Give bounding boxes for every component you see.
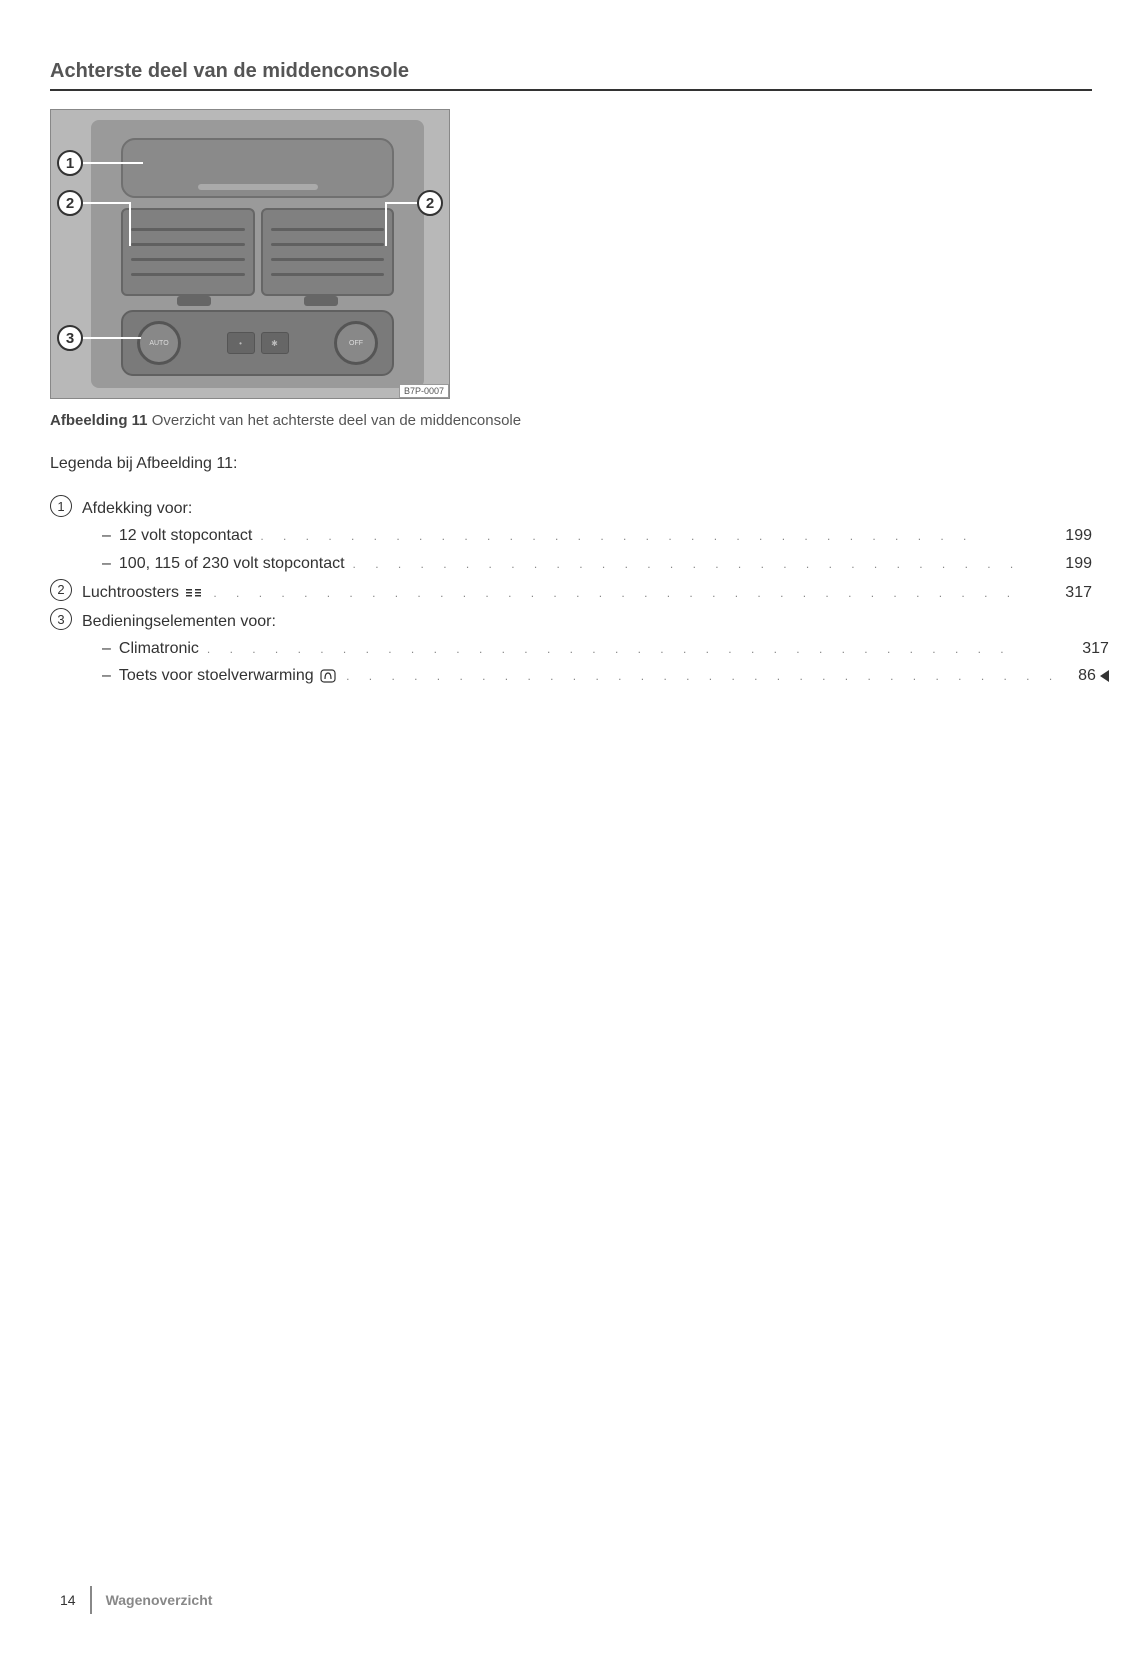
page-footer: 14 Wagenoverzicht bbox=[60, 1586, 212, 1614]
legend-item-1: 1 Afdekking voor: –12 volt stopcontact .… bbox=[50, 495, 1092, 577]
legend-number-3: 3 bbox=[50, 608, 72, 630]
callout-2-left-line-h bbox=[83, 202, 129, 204]
vent-slider-left bbox=[177, 296, 211, 306]
legend-item-2: 2 Luchtroosters . . . . . . . . . . . . … bbox=[50, 579, 1092, 606]
dial-right: OFF bbox=[334, 321, 378, 365]
legend-intro: Legenda bij Afbeelding 11: bbox=[50, 455, 1092, 473]
seat-heat-icon bbox=[320, 669, 336, 683]
legend-1-sub-0: 12 volt stopcontact bbox=[119, 527, 252, 544]
legend-3-sub-0-page: 317 bbox=[1082, 635, 1109, 662]
legend-2-page: 317 bbox=[1065, 579, 1092, 606]
legend-1-sub-1: 100, 115 of 230 volt stopcontact bbox=[119, 555, 345, 572]
callout-2-right-line-h bbox=[387, 202, 417, 204]
vent-left bbox=[121, 208, 255, 296]
legend-3-sub-1-page: 86 bbox=[1078, 667, 1096, 684]
legend-item-3: 3 Bedieningselementen voor: –Climatronic… bbox=[50, 608, 1092, 690]
callout-1: 1 bbox=[57, 150, 83, 176]
callout-2-right: 2 bbox=[417, 190, 443, 216]
vents-icon bbox=[185, 587, 203, 599]
footer-page-number: 14 bbox=[60, 1592, 76, 1608]
legend-2-heading: Luchtroosters bbox=[82, 584, 179, 601]
top-cover bbox=[121, 138, 394, 198]
figure-caption-bold: Afbeelding 11 bbox=[50, 412, 148, 429]
callout-3: 3 bbox=[57, 325, 83, 351]
legend-1-sub-0-page: 199 bbox=[1065, 522, 1092, 549]
legend-list: 1 Afdekking voor: –12 volt stopcontact .… bbox=[50, 495, 1092, 689]
legend-1-sub-1-page: 199 bbox=[1065, 550, 1092, 577]
figure-11: AUTO • ✱ OFF 1 2 2 3 B7P-0007 bbox=[50, 109, 450, 399]
callout-3-line bbox=[83, 337, 141, 339]
callout-2-right-line-v bbox=[385, 202, 387, 246]
console-body: AUTO • ✱ OFF bbox=[91, 120, 424, 388]
back-triangle-icon bbox=[1100, 670, 1109, 682]
panel-btn-1: • bbox=[227, 332, 255, 354]
figure-container: AUTO • ✱ OFF 1 2 2 3 B7P-0007 bbox=[50, 109, 450, 399]
panel-btn-2: ✱ bbox=[261, 332, 289, 354]
legend-number-2: 2 bbox=[50, 579, 72, 601]
section-title: Achterste deel van de middenconsole bbox=[50, 60, 1092, 91]
climate-panel: AUTO • ✱ OFF bbox=[121, 310, 394, 376]
figure-caption-rest: Overzicht van het achterste deel van de … bbox=[148, 412, 522, 429]
cover-handle bbox=[198, 184, 318, 190]
footer-section-name: Wagenoverzicht bbox=[106, 1592, 213, 1608]
legend-3-heading: Bedieningselementen voor: bbox=[82, 608, 276, 635]
figure-caption: Afbeelding 11 Overzicht van het achterst… bbox=[50, 411, 1092, 431]
rear-vents bbox=[121, 208, 394, 296]
legend-3-sub-0: Climatronic bbox=[119, 640, 199, 657]
image-code: B7P-0007 bbox=[399, 384, 449, 398]
vent-slider-right bbox=[304, 296, 338, 306]
legend-1-heading: Afdekking voor: bbox=[82, 495, 192, 522]
footer-divider bbox=[90, 1586, 92, 1614]
vent-right bbox=[261, 208, 395, 296]
callout-2-left: 2 bbox=[57, 190, 83, 216]
legend-3-sub-1: Toets voor stoelverwarming bbox=[119, 667, 314, 684]
legend-number-1: 1 bbox=[50, 495, 72, 517]
callout-1-line bbox=[83, 162, 143, 164]
dial-left: AUTO bbox=[137, 321, 181, 365]
callout-2-left-line-v bbox=[129, 202, 131, 246]
panel-buttons: • ✱ bbox=[227, 332, 289, 354]
